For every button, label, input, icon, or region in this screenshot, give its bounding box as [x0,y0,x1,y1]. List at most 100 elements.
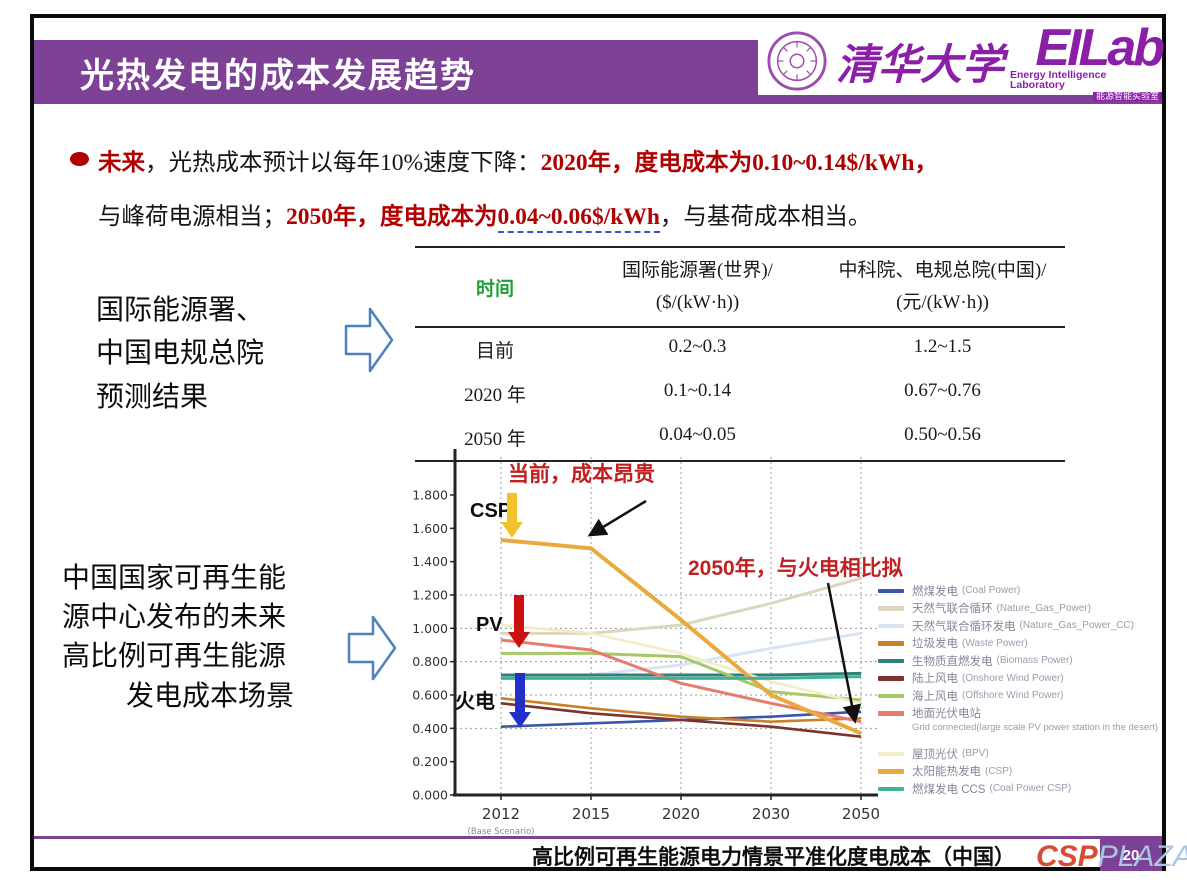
cell-time: 2020 年 [464,384,526,406]
series-line [501,671,862,677]
series-line [500,697,862,723]
cell-cas: 0.67~0.76 [904,379,981,401]
csp-plaza-watermark: CSPPLAZA [1036,840,1187,874]
legend-label-en: (Nature_Gas_Power_CC) [1019,620,1135,632]
col-header-cas-line2: (元/(kW·h)) [896,292,989,314]
legend-label-en: (Coal Power) [962,585,1021,597]
2050-arrow [826,582,862,724]
chart-series-lines [500,538,862,738]
series-line [500,702,862,738]
chart-axes: 0.000 0.200 0.400 0.600 0.800 1.000 1.200 1.400… [412,449,880,837]
csp-down-arrow-icon [501,493,523,538]
col-header-time: 时间 [475,278,514,300]
legend-label-en: (Waste Power) [962,637,1028,649]
pv-label: PV [476,614,503,636]
svg-text:0.200: 0.200 [412,754,448,769]
2050-annotation: 2050年，与火电相比拟 [688,556,903,580]
cell-iea: 0.2~0.3 [668,335,727,357]
series-line [501,651,862,702]
svg-text:0.600: 0.600 [412,687,448,702]
forecast-label: 国际能源署、 中国电规总院 预测结果 [96,288,346,418]
series-line [501,576,862,635]
table-row: 目前 0.2~0.3 1.2~1.5 [415,328,1065,372]
legend-swatch [878,623,904,628]
slide-frame [30,14,1166,871]
legend-item: 屋顶光伏 (BPV) [878,745,1180,763]
legend-item: 陆上风电 (Onshore Wind Power) [878,670,1180,688]
bullet-seg-base: ，与基荷成本相当。 [659,204,872,231]
svg-text:0.400: 0.400 [412,721,448,736]
chart-gridlines [455,457,877,795]
eilab-name-en: Energy Intelligence Laboratory [1010,68,1107,91]
legend-label-en: (Onshore Wind Power) [962,672,1064,684]
page-title: 光热发电的成本发展趋势 [80,57,476,95]
bullet-dot [70,152,89,166]
legend-item: 燃煤发电 (Coal Power) [878,582,1180,600]
legend-label-en: (Coal Power CSP) [989,783,1072,795]
chart-annotations: CSP PV 火电 当前，成本昂贵 2050年，与火电相比拟 [455,462,903,728]
legend-label-cn: 太阳能热发电 [912,766,981,779]
forecast-label-line: 国际能源署、 [96,294,265,325]
svg-text:2012: 2012 [482,805,520,823]
legend-item: 天然气联合循环 (Nature_Gas_Power) [878,600,1180,618]
svg-text:1.000: 1.000 [412,621,448,636]
coal-label: 火电 [455,690,495,713]
svg-text:1.400: 1.400 [412,554,448,569]
forecast-label-line: 预测结果 [96,380,209,412]
legend-label-cn: 生物质直燃发电 [912,655,993,668]
cell-iea: 0.1~0.14 [663,379,732,401]
bullet-seg-future: 未来 [98,150,145,176]
legend-label-cn: 天然气联合循环发电 [912,620,1016,633]
csp-label: CSP [470,500,511,522]
table-header-row: 时间 国际能源署(世界)/ ($/(kW·h)) 中科院、电规总院(中国)/ (… [415,248,1065,328]
legend-item: 海上风电 (Offshore Wind Power) [878,687,1180,705]
current-cost-annotation: 当前，成本昂贵 [508,462,655,486]
tsinghua-seal-icon [767,31,827,91]
bullet-seg-rate: ，光热成本预计以每年10%速度下降： [145,150,541,176]
chart-legend: 燃煤发电 (Coal Power) 天然气联合循环 (Nature_Gas_Power… [878,582,1180,798]
svg-text:2020: 2020 [662,805,700,823]
forecast-label-line: 中国电规总院 [96,337,265,369]
bullet-seg-2020: 2020年，度电成本为0.10~0.14$/kWh， [540,150,938,176]
legend-label-cn: 地面光伏电站 [912,708,981,721]
series-line [500,538,862,736]
series-line [500,623,862,705]
cost-trend-chart: 0.000 0.200 0.400 0.600 0.800 1.000 1.200 1.400… [412,449,903,837]
legend-label-cn: 陆上风电 [912,673,958,686]
scenario-label-line: 高比例可再生能源 [62,640,287,672]
cell-cas: 0.50~0.56 [904,423,981,445]
svg-text:2050: 2050 [842,805,880,823]
legend-label-en: (Biomass Power) [996,655,1073,667]
chart-caption: 高比例可再生能源电力情景平准化度电成本（中国） [532,846,1015,869]
legend-label-en: (CSP) [985,765,1013,777]
footer-divider [34,836,1162,839]
legend-label-cn: 燃煤发电 CCS [912,783,986,796]
eilab-logo: EILab Energy Intelligence Laboratory 能源智… [1010,18,1165,101]
watermark-plaza: PLAZA [1097,840,1187,873]
cell-iea: 0.04~0.05 [659,423,736,445]
legend-item: 太阳能热发电 (CSP) [878,763,1180,781]
svg-text:0.000: 0.000 [412,788,448,803]
legend-label-cn: 垃圾发电 [912,638,958,651]
table-row: 2020 年 0.1~0.14 0.67~0.76 [415,372,1065,416]
svg-text:(Base Scenario): (Base Scenario) [468,827,535,837]
col-header-iea-line2: ($/(kW·h)) [655,292,740,314]
svg-text:1.200: 1.200 [412,587,448,602]
scenario-label-line: 中国国家可再生能 [62,562,287,593]
legend-swatch [878,769,904,774]
col-header-cas: 中科院、电规总院(中国)/ (元/(kW·h)) [820,255,1065,320]
series-line [501,675,862,680]
bullet-seg-2050: 2050年，度电成本为 [286,204,498,231]
coal-down-arrow-icon [509,673,531,728]
legend-item: 天然气联合循环发电 (Nature_Gas_Power_CC) [878,617,1180,635]
right-block-arrow-icon [347,615,397,681]
bullet-seg-peak: 与峰荷电源相当； [98,204,286,231]
eilab-wordmark: EILab [1035,18,1165,77]
legend-label-cn: 天然气联合循环 [912,603,993,616]
bullet-seg-2050-value: 0.04~0.06$/kWh [497,204,660,234]
svg-text:1.600: 1.600 [412,521,448,536]
right-block-arrow-icon [344,307,394,373]
current-arrow [587,499,647,537]
legend-label-cn: 屋顶光伏 [912,748,958,761]
legend-item: 垃圾发电 (Waste Power) [878,635,1180,653]
